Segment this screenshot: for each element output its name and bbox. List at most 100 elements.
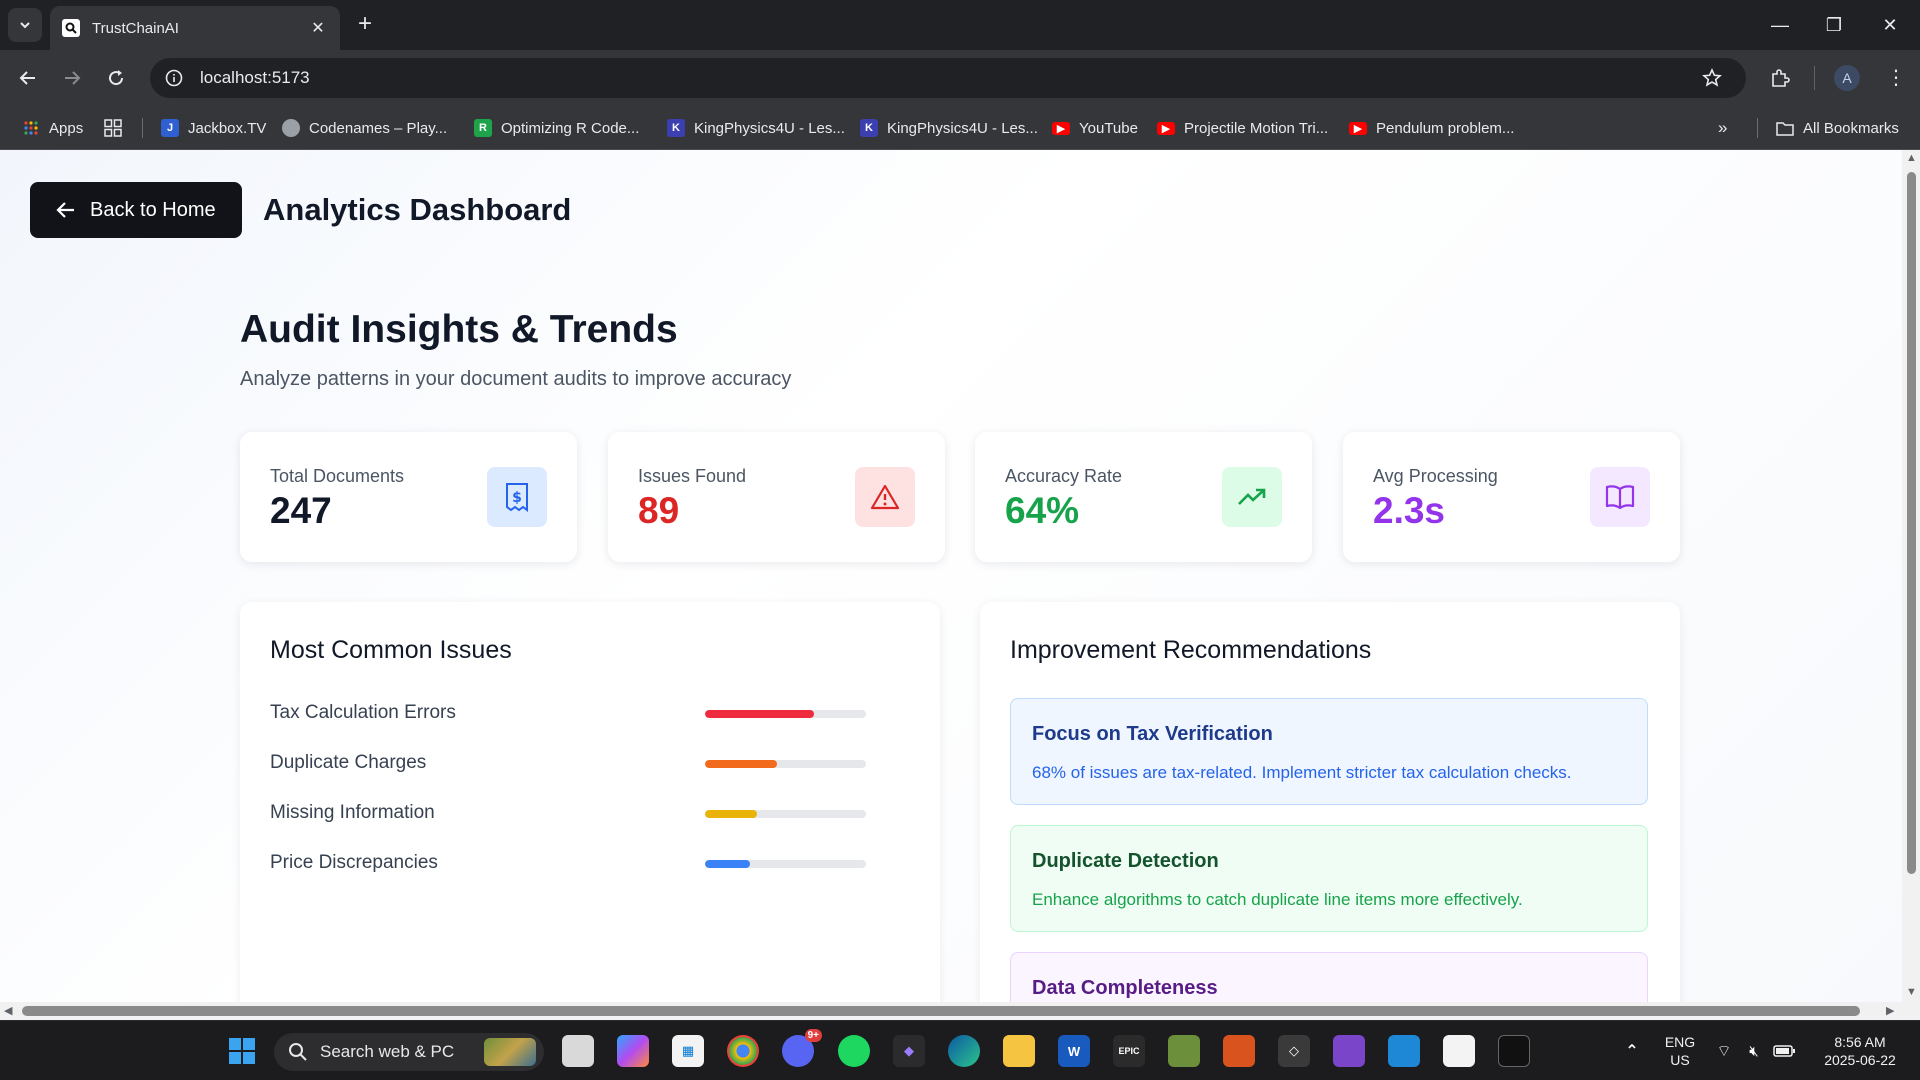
url-text: localhost:5173	[200, 68, 310, 87]
language-indicator[interactable]: ENG US	[1662, 1033, 1698, 1069]
puzzle-icon	[1772, 69, 1790, 87]
bookmark-label: KingPhysics4U - Les...	[694, 119, 845, 137]
close-window-button[interactable]: ✕	[1882, 15, 1898, 35]
scroll-up-arrow-icon[interactable]: ▲	[1906, 152, 1917, 164]
bookmark-jackbox[interactable]: J Jackbox.TV	[161, 116, 266, 140]
stat-value: 64%	[1005, 490, 1080, 531]
spotify-icon[interactable]	[838, 1035, 870, 1067]
search-icon	[289, 1043, 307, 1061]
visual-studio-icon[interactable]	[1333, 1035, 1365, 1067]
tab-groups-icon[interactable]	[104, 116, 122, 140]
recommendation-body: Enhance algorithms to catch duplicate li…	[1032, 890, 1523, 909]
unity-icon[interactable]: ◇	[1278, 1035, 1310, 1067]
horizontal-scrollbar[interactable]: ◀ ▶	[0, 1002, 1920, 1020]
bookmark-codenames[interactable]: Codenames – Play...	[282, 116, 447, 140]
minimize-button[interactable]: —	[1771, 15, 1789, 35]
bookmark-apps[interactable]: Apps	[22, 116, 83, 140]
stat-label: Avg Processing	[1373, 466, 1498, 486]
more-menu-icon[interactable]: ⋮	[1886, 67, 1906, 89]
tray-chevron-up-icon[interactable]: ⌃	[1625, 1043, 1639, 1060]
language-line2: US	[1670, 1052, 1690, 1068]
chevron-down-icon	[20, 22, 30, 29]
recommendation-card: Data Completeness	[1010, 952, 1648, 1002]
bookmark-optimizing-r[interactable]: R Optimizing R Code...	[474, 116, 639, 140]
horizontal-scrollbar-thumb[interactable]	[22, 1006, 1860, 1016]
extensions-button[interactable]	[1764, 62, 1796, 94]
speaker-muted-icon[interactable]: 🔇︎	[1749, 1042, 1759, 1060]
clock[interactable]: 8:56 AM 2025-06-22	[1810, 1033, 1910, 1069]
trending-up-icon	[1222, 467, 1282, 527]
edge-icon[interactable]	[948, 1035, 980, 1067]
discord-icon[interactable]: 9+	[782, 1029, 822, 1067]
reload-icon	[109, 70, 124, 86]
taskbar-search-box[interactable]: Search web & PC	[274, 1033, 544, 1071]
scroll-down-arrow-icon[interactable]: ▼	[1906, 986, 1917, 998]
windows-start-icon[interactable]	[226, 1035, 258, 1067]
notepad-icon[interactable]	[1443, 1035, 1475, 1067]
more-bookmarks-chevron-icon[interactable]: »	[1718, 118, 1728, 137]
vertical-scrollbar-thumb[interactable]	[1907, 172, 1916, 874]
new-tab-button[interactable]: +	[357, 10, 372, 37]
stat-value: 247	[270, 490, 332, 531]
recommendation-card: Duplicate Detection Enhance algorithms t…	[1010, 825, 1648, 932]
bookmark-star-icon[interactable]	[1702, 68, 1722, 93]
reload-button[interactable]	[100, 62, 132, 94]
issue-label: Duplicate Charges	[270, 752, 427, 773]
issue-bar-track	[705, 810, 866, 818]
battery-icon[interactable]	[1772, 1035, 1796, 1067]
tab-search-button[interactable]	[8, 8, 42, 42]
restore-button[interactable]: ❐	[1825, 15, 1843, 35]
bookmark-label: KingPhysics4U - Les...	[887, 119, 1038, 137]
address-bar[interactable]: localhost:5173	[150, 58, 1746, 98]
scroll-right-arrow-icon[interactable]: ▶	[1886, 1005, 1895, 1017]
profile-avatar[interactable]: A	[1834, 65, 1860, 91]
microsoft-store-icon[interactable]: ▦	[672, 1035, 704, 1067]
clock-date: 2025-06-22	[1824, 1052, 1896, 1068]
scroll-left-arrow-icon[interactable]: ◀	[4, 1005, 13, 1017]
bookmark-youtube[interactable]: ▶ YouTube	[1052, 116, 1138, 140]
browser-toolbar: localhost:5173 A ⋮	[0, 50, 1920, 106]
kingphysics-icon: K	[860, 119, 878, 137]
vertical-scrollbar[interactable]: ▲ ▼	[1902, 150, 1920, 1002]
arrow-left-icon	[56, 201, 76, 219]
issue-bar-fill	[705, 710, 815, 718]
close-tab-icon[interactable]: ✕	[311, 20, 325, 37]
vscode-icon[interactable]	[1388, 1035, 1420, 1067]
task-view-icon[interactable]	[562, 1035, 594, 1067]
copilot-icon[interactable]	[617, 1035, 649, 1067]
bookmark-kingphysics-2[interactable]: K KingPhysics4U - Les...	[860, 116, 1038, 140]
issue-row: Missing Information	[270, 800, 870, 830]
obsidian-icon[interactable]: ◆	[893, 1035, 925, 1067]
folder-icon	[1776, 119, 1794, 137]
bookmark-pendulum[interactable]: ▶ Pendulum problem...	[1349, 116, 1514, 140]
stat-label: Accuracy Rate	[1005, 466, 1123, 486]
terminal-icon[interactable]	[1498, 1035, 1530, 1067]
youtube-icon: ▶	[1157, 121, 1175, 135]
issue-bar-fill	[705, 810, 757, 818]
arrow-right-icon	[65, 71, 81, 85]
matlab-icon[interactable]	[1223, 1035, 1255, 1067]
jackbox-icon: J	[161, 119, 179, 137]
section-heading: Audit Insights & Trends	[240, 308, 678, 351]
minecraft-icon[interactable]	[1168, 1035, 1200, 1067]
stat-card-avg-processing: Avg Processing 2.3s	[1343, 432, 1680, 562]
browser-tab[interactable]: TrustChainAI ✕	[50, 6, 340, 50]
bookmark-projectile[interactable]: ▶ Projectile Motion Tri...	[1157, 116, 1328, 140]
recommendation-body: 68% of issues are tax-related. Implement…	[1032, 763, 1572, 782]
site-info-icon[interactable]	[164, 68, 184, 88]
taskbar-search-placeholder: Search web & PC	[320, 1042, 455, 1061]
panel-title: Most Common Issues	[270, 636, 512, 664]
epic-games-icon[interactable]: EPIC	[1113, 1035, 1145, 1067]
kingphysics-icon: K	[667, 119, 685, 137]
chrome-icon[interactable]	[727, 1035, 759, 1067]
stat-card-issues-found: Issues Found 89	[608, 432, 945, 562]
back-nav-button[interactable]	[12, 62, 44, 94]
bookmark-divider	[142, 118, 143, 138]
back-to-home-button[interactable]: Back to Home	[30, 182, 242, 238]
bookmark-kingphysics-1[interactable]: K KingPhysics4U - Les...	[667, 116, 845, 140]
forward-nav-button[interactable]	[56, 62, 88, 94]
word-icon[interactable]: W	[1058, 1035, 1090, 1067]
wifi-icon[interactable]: ⌔	[1716, 1043, 1732, 1060]
all-bookmarks-folder[interactable]: All Bookmarks	[1776, 116, 1899, 140]
file-explorer-icon[interactable]	[1003, 1035, 1035, 1067]
